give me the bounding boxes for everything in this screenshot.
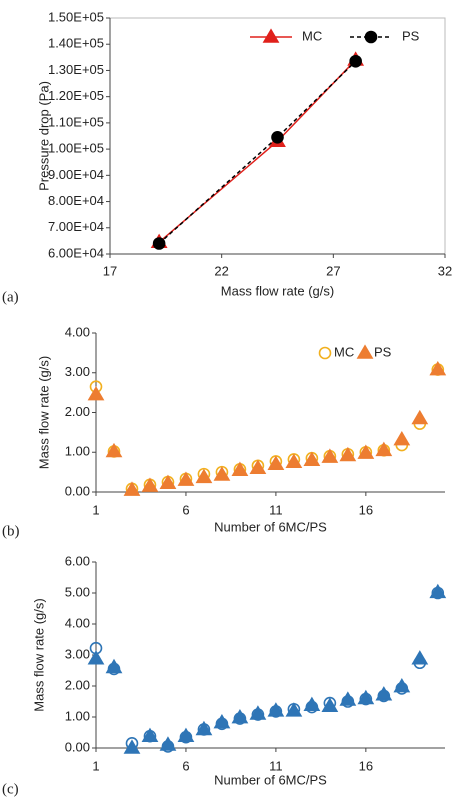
x-tick-label: 16 bbox=[359, 758, 373, 773]
y-tick-label: 2.00 bbox=[65, 677, 90, 692]
y-tick-label: 1.10E+05 bbox=[48, 114, 104, 129]
y-tick-label: 6.00E+04 bbox=[48, 245, 104, 260]
data-point bbox=[393, 678, 411, 693]
data-point bbox=[87, 386, 105, 401]
series-line bbox=[158, 59, 357, 243]
data-point bbox=[303, 696, 321, 712]
y-tick-label: 1.40E+05 bbox=[48, 36, 104, 51]
data-point bbox=[123, 481, 141, 496]
x-tick-label: 27 bbox=[326, 263, 340, 278]
y-tick-label: 6.00 bbox=[65, 553, 90, 568]
data-point bbox=[429, 583, 447, 599]
x-tick-label: 11 bbox=[269, 502, 283, 517]
data-point bbox=[339, 446, 357, 462]
data-point bbox=[285, 453, 303, 468]
panel-label: (b) bbox=[2, 523, 20, 539]
series-line bbox=[158, 60, 357, 245]
data-point bbox=[249, 705, 267, 720]
data-point bbox=[177, 727, 195, 743]
panel-label: (a) bbox=[2, 289, 19, 305]
legend-marker bbox=[356, 344, 374, 359]
data-point bbox=[105, 442, 123, 458]
y-tick-label: 1.00 bbox=[65, 708, 90, 723]
x-axis-label: Mass flow rate (g/s) bbox=[221, 283, 334, 298]
data-point bbox=[87, 650, 105, 665]
data-point bbox=[267, 455, 285, 470]
x-tick-label: 11 bbox=[269, 758, 283, 773]
data-point bbox=[141, 477, 159, 492]
data-point bbox=[159, 474, 177, 490]
data-point bbox=[267, 702, 285, 717]
data-point bbox=[249, 459, 267, 474]
x-axis-label: Number of 6MC/PS bbox=[214, 519, 327, 534]
data-point bbox=[411, 409, 429, 425]
data-point bbox=[285, 702, 303, 717]
legend-label: MC bbox=[302, 28, 322, 43]
data-point bbox=[177, 471, 195, 486]
y-tick-label: 8.00E+04 bbox=[48, 193, 104, 208]
data-point bbox=[213, 713, 231, 729]
y-tick-label: 1.30E+05 bbox=[48, 62, 104, 77]
y-axis-label: Pressure drop (Pa) bbox=[36, 81, 51, 191]
data-point bbox=[271, 131, 284, 144]
data-point bbox=[195, 720, 213, 736]
data-point bbox=[105, 658, 123, 674]
data-point bbox=[141, 727, 159, 743]
y-tick-label: 7.00E+04 bbox=[48, 219, 104, 234]
data-point bbox=[159, 736, 177, 751]
x-tick-label: 16 bbox=[359, 502, 373, 517]
data-point bbox=[213, 466, 231, 481]
x-tick-label: 1 bbox=[92, 758, 99, 773]
data-point bbox=[429, 360, 447, 376]
legend-label: PS bbox=[402, 28, 420, 43]
panel-label: (c) bbox=[2, 781, 19, 797]
y-axis-label: Mass flow rate (g/s) bbox=[31, 598, 46, 711]
data-point bbox=[123, 739, 141, 754]
data-point bbox=[357, 689, 375, 705]
y-axis-label: Mass flow rate (g/s) bbox=[36, 356, 51, 469]
x-tick-label: 17 bbox=[103, 263, 117, 278]
data-point bbox=[231, 709, 249, 724]
data-point bbox=[349, 54, 362, 68]
y-tick-label: 9.00E+04 bbox=[48, 167, 104, 182]
data-point bbox=[321, 448, 339, 463]
data-point bbox=[231, 461, 249, 476]
legend-label: PS bbox=[374, 344, 392, 359]
legend-marker bbox=[364, 30, 378, 44]
y-tick-label: 4.00 bbox=[65, 324, 90, 339]
legend-marker bbox=[262, 28, 280, 43]
y-tick-label: 0.00 bbox=[65, 483, 90, 498]
data-point bbox=[375, 686, 393, 701]
x-tick-label: 6 bbox=[182, 758, 189, 773]
data-point bbox=[411, 650, 429, 665]
data-point bbox=[375, 441, 393, 457]
data-point bbox=[303, 451, 321, 467]
y-tick-label: 2.00 bbox=[65, 404, 90, 419]
x-tick-label: 22 bbox=[214, 263, 228, 278]
x-axis-label: Number of 6MC/PS bbox=[214, 772, 327, 787]
data-point bbox=[393, 430, 411, 446]
legend-marker bbox=[318, 346, 332, 360]
data-point bbox=[339, 691, 357, 706]
data-point bbox=[195, 468, 213, 484]
y-tick-label: 5.00 bbox=[65, 584, 90, 599]
y-tick-label: 1.00E+05 bbox=[48, 141, 104, 156]
x-tick-label: 6 bbox=[182, 502, 189, 517]
y-tick-label: 1.50E+05 bbox=[48, 9, 104, 24]
y-tick-label: 1.20E+05 bbox=[48, 88, 104, 103]
y-tick-label: 3.00 bbox=[65, 646, 90, 661]
data-point bbox=[357, 444, 375, 459]
y-tick-label: 4.00 bbox=[65, 615, 90, 630]
y-tick-label: 0.00 bbox=[65, 739, 90, 754]
x-tick-label: 32 bbox=[438, 263, 452, 278]
y-tick-label: 3.00 bbox=[65, 364, 90, 379]
data-point bbox=[152, 237, 166, 250]
legend-label: MC bbox=[334, 344, 354, 359]
x-tick-label: 1 bbox=[92, 502, 99, 517]
data-point bbox=[321, 697, 339, 712]
y-tick-label: 1.00 bbox=[65, 444, 90, 459]
